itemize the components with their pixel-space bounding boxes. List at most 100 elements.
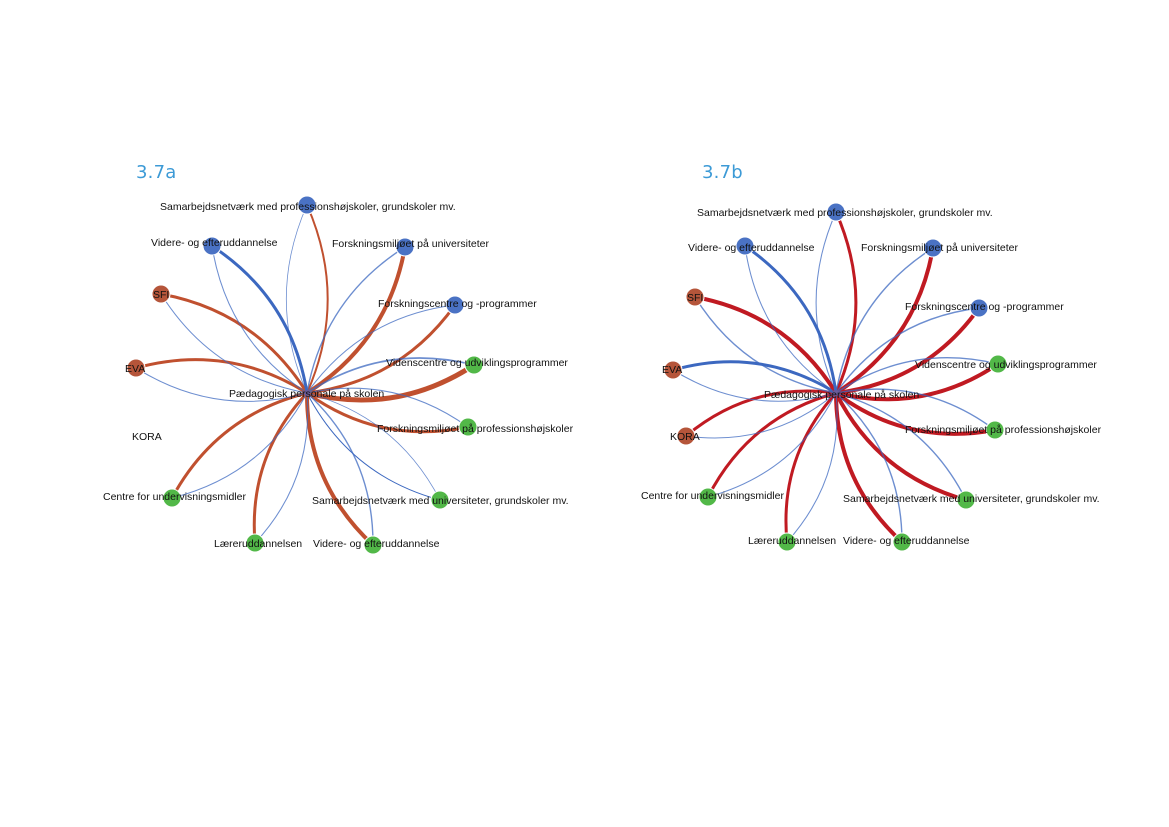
- node-label-laereruddannelsen: Læreruddannelsen: [214, 538, 302, 550]
- edge-forskningsmiljoeet-paa-universiteter: [305, 245, 407, 395]
- edge-return-eva: [672, 369, 837, 402]
- edge-eva: [671, 360, 838, 395]
- hub-node: [304, 390, 310, 396]
- edge-return-kora: [685, 392, 837, 439]
- node-forskningsmiljoeet-paa-universiteter: [923, 238, 943, 258]
- edge-return-forskningsmiljoeet-paa-universiteter: [835, 247, 934, 394]
- node-kora: [676, 426, 696, 446]
- node-label-videre-og-efteruddannelse: Videre- og efteruddannelse: [313, 538, 440, 550]
- node-label-videre-og-efteruddannelse: Videre- og efteruddannelse: [151, 237, 278, 249]
- network-panel-3-7b: Samarbejdsnetværk med professionshøjskol…: [641, 202, 1102, 552]
- edge-return-videre-og-efteruddannelse: [306, 392, 374, 546]
- edge-samarbejdsnetvaerk-med-professionshoejskoler-grundskoler-mv: [834, 210, 858, 395]
- node-videre-og-efteruddannelse: [202, 236, 222, 256]
- node-centre-for-undervisningsmidler: [698, 487, 718, 507]
- node-label-samarbejdsnetvaerk-med-universiteter-grundskoler-mv: Samarbejdsnetværk med universiteter, gru…: [843, 493, 1100, 505]
- node-forskningsmiljoeet-paa-professionshoejskoler: [985, 420, 1005, 440]
- edge-return-forskningscentre-og-programmer: [306, 304, 456, 394]
- edge-return-forskningsmiljoeet-paa-professionshoejskoler: [835, 388, 996, 431]
- node-laereruddannelsen: [245, 533, 265, 553]
- panel-title-3-7b: 3.7b: [702, 162, 743, 183]
- node-label-eva: EVA: [662, 364, 682, 376]
- node-layer: [663, 202, 1008, 552]
- network-panel-3-7a: Samarbejdsnetværk med professionshøjskol…: [103, 195, 574, 555]
- edge-return-samarbejdsnetvaerk-med-universiteter-grundskoler-mv: [306, 392, 441, 501]
- node-videnscentre-og-udviklingsprogrammer: [464, 355, 484, 375]
- edge-eva: [134, 358, 309, 395]
- edge-laereruddannelsen: [784, 391, 838, 544]
- edge-videre-og-efteruddannelse: [743, 244, 838, 395]
- edge-return-eva: [135, 367, 308, 402]
- edge-return-samarbejdsnetvaerk-med-universiteter-grundskoler-mv: [835, 392, 967, 501]
- node-videre-og-efteruddannelse: [892, 532, 912, 552]
- node-label-samarbejdsnetvaerk-med-professionshoejskoler-grundskoler-mv: Samarbejdsnetværk med professionshøjskol…: [697, 207, 993, 219]
- node-videre-og-efteruddannelse: [735, 236, 755, 256]
- node-sfi: [151, 284, 171, 304]
- label-layer: Samarbejdsnetværk med professionshøjskol…: [641, 207, 1102, 547]
- hub-label: Pædagogisk personale på skolen: [764, 389, 919, 401]
- node-label-sfi: SFI: [687, 292, 703, 304]
- node-label-forskningscentre-og-programmer: Forskningscentre og -programmer: [905, 301, 1064, 313]
- edge-videnscentre-og-udviklingsprogrammer: [834, 362, 1000, 402]
- panel-title-3-7a: 3.7a: [136, 162, 177, 183]
- edge-centre-for-undervisningsmidler: [706, 391, 838, 499]
- label-layer: Samarbejdsnetværk med professionshøjskol…: [103, 201, 574, 550]
- hub-node: [833, 390, 839, 396]
- node-label-centre-for-undervisningsmidler: Centre for undervisningsmidler: [641, 490, 784, 502]
- node-label-eva: EVA: [125, 363, 145, 375]
- edge-laereruddannelsen: [252, 391, 309, 545]
- edge-videre-og-efteruddannelse: [304, 391, 375, 547]
- node-videre-og-efteruddannelse: [363, 535, 383, 555]
- node-label-kora: KORA: [132, 431, 162, 443]
- node-forskningscentre-og-programmer: [445, 295, 465, 315]
- node-samarbejdsnetvaerk-med-universiteter-grundskoler-mv: [430, 490, 450, 510]
- edge-return-samarbejdsnetvaerk-med-professionshoejskoler-grundskoler-mv: [286, 204, 308, 394]
- node-forskningsmiljoeet-paa-universiteter: [395, 237, 415, 257]
- node-centre-for-undervisningsmidler: [162, 488, 182, 508]
- node-label-forskningsmiljoeet-paa-universiteter: Forskningsmiljøet på universiteter: [861, 242, 1018, 254]
- node-label-laereruddannelsen: Læreruddannelsen: [748, 535, 836, 547]
- node-sfi: [685, 287, 705, 307]
- edge-return-forskningsmiljoeet-paa-professionshoejskoler: [306, 387, 469, 428]
- node-label-forskningsmiljoeet-paa-professionshoejskoler: Forskningsmiljøet på professionshøjskole…: [905, 424, 1102, 436]
- edge-sfi: [693, 295, 838, 395]
- edge-samarbejdsnetvaerk-med-professionshoejskoler-grundskoler-mv: [306, 204, 329, 394]
- edge-centre-for-undervisningsmidler: [170, 391, 309, 500]
- node-samarbejdsnetvaerk-med-professionshoejskoler-grundskoler-mv: [297, 195, 317, 215]
- node-forskningscentre-og-programmer: [969, 298, 989, 318]
- node-label-samarbejdsnetvaerk-med-professionshoejskoler-grundskoler-mv: Samarbejdsnetværk med professionshøjskol…: [160, 201, 456, 213]
- node-label-centre-for-undervisningsmidler: Centre for undervisningsmidler: [103, 491, 246, 503]
- edge-return-sfi: [160, 293, 308, 394]
- edge-return-forskningsmiljoeet-paa-universiteter: [306, 246, 406, 394]
- edge-return-forskningscentre-og-programmer: [835, 307, 980, 394]
- edge-forskningsmiljoeet-paa-universiteter: [834, 246, 935, 395]
- edge-layer: [134, 204, 477, 547]
- node-label-samarbejdsnetvaerk-med-universiteter-grundskoler-mv: Samarbejdsnetværk med universiteter, gru…: [312, 495, 569, 507]
- node-label-sfi: SFI: [153, 289, 169, 301]
- edge-return-samarbejdsnetvaerk-med-professionshoejskoler-grundskoler-mv: [815, 211, 837, 394]
- edge-return-centre-for-undervisningsmidler: [707, 392, 837, 498]
- node-label-videnscentre-og-udviklingsprogrammer: Videnscentre og udviklingsprogrammer: [915, 359, 1097, 371]
- edge-return-videre-og-efteruddannelse: [211, 245, 308, 394]
- edge-samarbejdsnetvaerk-med-universiteter-grundskoler-mv: [306, 392, 441, 501]
- edge-videre-og-efteruddannelse: [210, 244, 309, 395]
- edge-videnscentre-og-udviklingsprogrammer: [304, 362, 477, 403]
- edge-forskningsmiljoeet-paa-professionshoejskoler: [834, 391, 997, 436]
- node-laereruddannelsen: [777, 532, 797, 552]
- edge-return-videre-og-efteruddannelse: [744, 245, 837, 394]
- node-label-videre-og-efteruddannelse: Videre- og efteruddannelse: [688, 242, 815, 254]
- edge-kora: [684, 389, 838, 438]
- edge-return-videre-og-efteruddannelse: [835, 392, 903, 543]
- edge-layer: [671, 210, 1000, 544]
- edge-forskningsmiljoeet-paa-professionshoejskoler: [305, 391, 470, 434]
- edge-return-centre-for-undervisningsmidler: [171, 392, 308, 499]
- node-label-forskningscentre-og-programmer: Forskningscentre og -programmer: [378, 298, 537, 310]
- edge-samarbejdsnetvaerk-med-universiteter-grundskoler-mv: [834, 391, 968, 502]
- edge-return-sfi: [694, 296, 837, 394]
- edge-return-laereruddannelsen: [786, 392, 838, 543]
- node-eva: [663, 360, 683, 380]
- node-label-forskningsmiljoeet-paa-professionshoejskoler: Forskningsmiljøet på professionshøjskole…: [377, 423, 574, 435]
- edge-sfi: [159, 292, 309, 395]
- node-eva: [126, 358, 146, 378]
